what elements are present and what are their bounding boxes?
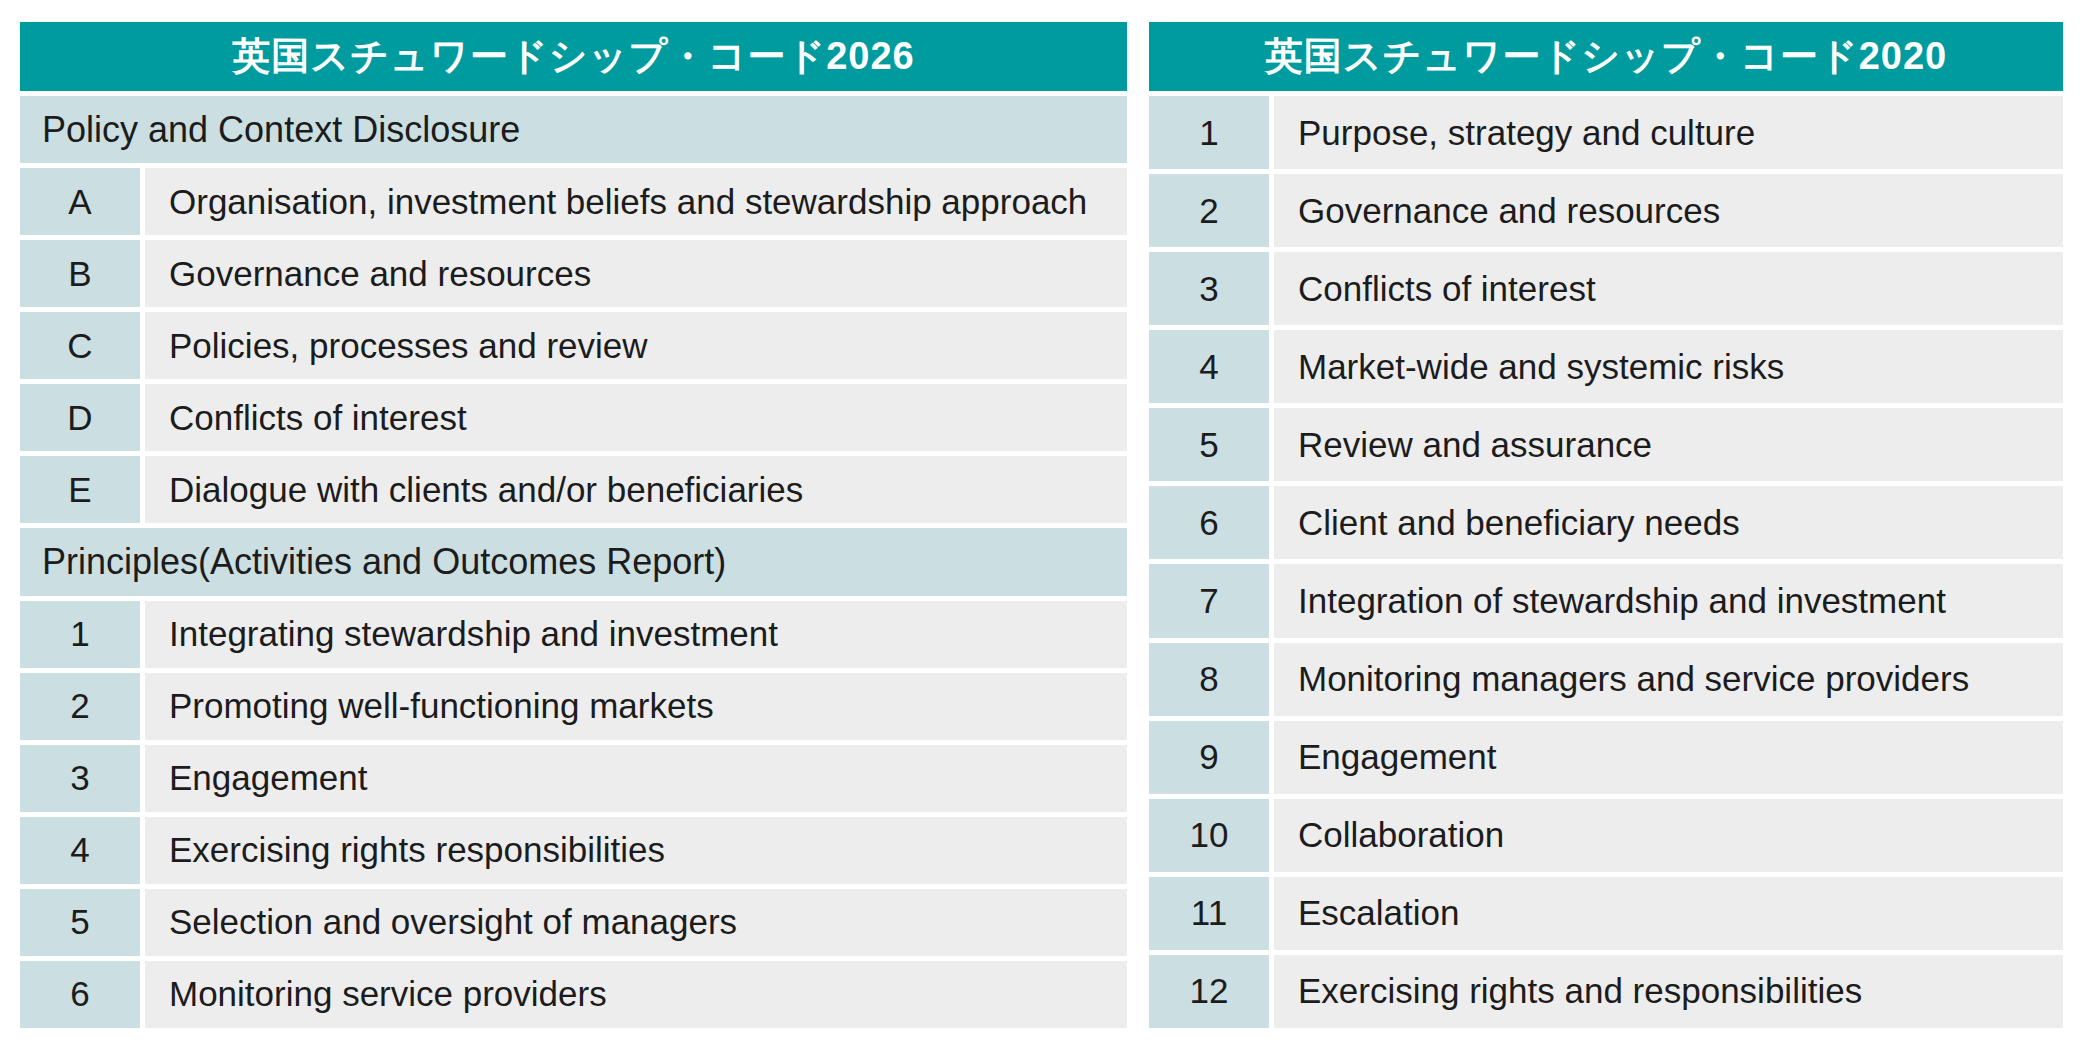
row-id: 4 [1149, 330, 1269, 403]
row-label: Monitoring managers and service provider… [1274, 643, 2063, 716]
row-label: Market-wide and systemic risks [1274, 330, 2063, 403]
row-id: C [20, 312, 140, 379]
table-row: A Organisation, investment beliefs and s… [20, 168, 1127, 235]
row-id: 5 [1149, 408, 1269, 481]
row-id: 10 [1149, 799, 1269, 872]
section-label: Policy and Context Disclosure [42, 109, 520, 151]
row-id: 4 [20, 817, 140, 884]
table-row: 5 Review and assurance [1149, 408, 2063, 481]
row-id: 5 [20, 889, 140, 956]
row-label: Selection and oversight of managers [145, 889, 1127, 956]
row-id: 11 [1149, 877, 1269, 950]
row-id: D [20, 384, 140, 451]
row-label: Governance and resources [1274, 174, 2063, 247]
row-label: Dialogue with clients and/or beneficiari… [145, 456, 1127, 523]
row-id: 2 [1149, 174, 1269, 247]
row-id: 7 [1149, 564, 1269, 637]
row-id: 8 [1149, 643, 1269, 716]
table-row: 11 Escalation [1149, 877, 2063, 950]
table-row: E Dialogue with clients and/or beneficia… [20, 456, 1127, 523]
table-row: 5 Selection and oversight of managers [20, 889, 1127, 956]
row-label: Policies, processes and review [145, 312, 1127, 379]
row-id: 3 [20, 745, 140, 812]
row-label: Engagement [145, 745, 1127, 812]
row-label: Conflicts of interest [145, 384, 1127, 451]
row-label: Integrating stewardship and investment [145, 601, 1127, 668]
row-id: 6 [20, 961, 140, 1028]
row-id: 1 [20, 601, 140, 668]
row-id: 6 [1149, 486, 1269, 559]
table-row: 6 Monitoring service providers [20, 961, 1127, 1028]
section-label: Principles(Activities and Outcomes Repor… [42, 541, 726, 583]
section-row-principles: Principles(Activities and Outcomes Repor… [20, 528, 1127, 595]
row-label: Monitoring service providers [145, 961, 1127, 1028]
row-label: Client and beneficiary needs [1274, 486, 2063, 559]
table-row: 2 Governance and resources [1149, 174, 2063, 247]
row-id: 12 [1149, 955, 1269, 1028]
table-row: 2 Promoting well-functioning markets [20, 673, 1127, 740]
table-row: 1 Integrating stewardship and investment [20, 601, 1127, 668]
table-row: 3 Conflicts of interest [1149, 252, 2063, 325]
code-2020-table: 英国スチュワードシップ・コード2020 1 Purpose, strategy … [1149, 22, 2063, 1028]
row-label: Conflicts of interest [1274, 252, 2063, 325]
row-id: 1 [1149, 96, 1269, 169]
table-row: 10 Collaboration [1149, 799, 2063, 872]
row-label: Review and assurance [1274, 408, 2063, 481]
table-row: 8 Monitoring managers and service provid… [1149, 643, 2063, 716]
row-label: Collaboration [1274, 799, 2063, 872]
row-id: 3 [1149, 252, 1269, 325]
row-label: Governance and resources [145, 240, 1127, 307]
row-label: Engagement [1274, 721, 2063, 794]
code-2026-table: 英国スチュワードシップ・コード2026 Policy and Context D… [20, 22, 1127, 1028]
row-id: E [20, 456, 140, 523]
table-row: 1 Purpose, strategy and culture [1149, 96, 2063, 169]
row-label: Promoting well-functioning markets [145, 673, 1127, 740]
code-2026-title: 英国スチュワードシップ・コード2026 [232, 31, 914, 82]
row-id: B [20, 240, 140, 307]
row-label: Escalation [1274, 877, 2063, 950]
table-row: C Policies, processes and review [20, 312, 1127, 379]
code-2020-title: 英国スチュワードシップ・コード2020 [1265, 31, 1947, 82]
table-row: 4 Market-wide and systemic risks [1149, 330, 2063, 403]
row-id: 9 [1149, 721, 1269, 794]
code-2026-header: 英国スチュワードシップ・コード2026 [20, 22, 1127, 91]
row-label: Exercising rights responsibilities [145, 817, 1127, 884]
table-row: 6 Client and beneficiary needs [1149, 486, 2063, 559]
row-id: A [20, 168, 140, 235]
row-label: Organisation, investment beliefs and ste… [145, 168, 1127, 235]
code-2020-header: 英国スチュワードシップ・コード2020 [1149, 22, 2063, 91]
stewardship-code-comparison: 英国スチュワードシップ・コード2026 Policy and Context D… [0, 0, 2083, 1050]
row-label: Purpose, strategy and culture [1274, 96, 2063, 169]
table-row: B Governance and resources [20, 240, 1127, 307]
table-row: 9 Engagement [1149, 721, 2063, 794]
table-row: 7 Integration of stewardship and investm… [1149, 564, 2063, 637]
table-row: 4 Exercising rights responsibilities [20, 817, 1127, 884]
table-row: 3 Engagement [20, 745, 1127, 812]
row-label: Exercising rights and responsibilities [1274, 955, 2063, 1028]
row-label: Integration of stewardship and investmen… [1274, 564, 2063, 637]
section-row-policy-context: Policy and Context Disclosure [20, 96, 1127, 163]
row-id: 2 [20, 673, 140, 740]
table-row: 12 Exercising rights and responsibilitie… [1149, 955, 2063, 1028]
table-row: D Conflicts of interest [20, 384, 1127, 451]
